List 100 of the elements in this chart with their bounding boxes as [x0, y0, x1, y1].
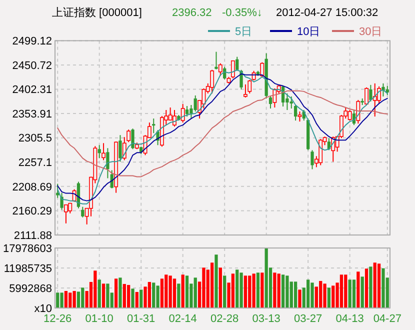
bar — [131, 288, 134, 308]
bar — [332, 286, 335, 308]
candlestick — [240, 69, 243, 90]
bar — [60, 292, 64, 308]
bar — [214, 254, 218, 308]
candlestick — [102, 142, 106, 161]
legend-label: 5日 — [235, 26, 252, 38]
y-tick-label: 2450.72 — [12, 60, 52, 72]
candlestick — [81, 206, 84, 218]
candlestick — [131, 128, 134, 150]
bar — [348, 280, 352, 308]
candlestick — [64, 204, 68, 224]
bar — [210, 262, 214, 308]
bar — [323, 284, 326, 308]
bar — [64, 290, 68, 308]
bar — [256, 272, 260, 308]
candlestick — [214, 51, 218, 70]
y-tick-label: 2111.88 — [14, 230, 52, 242]
bar — [106, 284, 110, 308]
bar — [98, 280, 101, 308]
bar — [68, 292, 72, 308]
x-tick-label: 02-28 — [210, 313, 239, 325]
candlestick — [180, 103, 185, 124]
y-tick-label: 2305.5 — [18, 132, 52, 145]
bar — [81, 288, 84, 308]
bar — [277, 274, 280, 308]
bar — [164, 274, 168, 308]
chart-title: 上证指数 [000001] — [52, 6, 142, 19]
bar — [114, 278, 118, 308]
bar — [118, 278, 122, 308]
bar — [364, 268, 368, 308]
candlestick — [210, 69, 214, 94]
bar — [377, 264, 381, 308]
bar — [369, 266, 372, 308]
legend-label: 30日 — [359, 26, 382, 38]
bar — [248, 276, 252, 308]
bar — [244, 276, 248, 308]
bar — [177, 284, 180, 308]
bar — [172, 278, 176, 308]
legend-label: 10日 — [297, 26, 320, 38]
candlestick — [348, 110, 352, 122]
candlestick — [60, 192, 64, 210]
bar — [319, 280, 322, 308]
bar — [194, 278, 197, 308]
candlestick — [248, 79, 252, 94]
bar — [94, 270, 97, 308]
bar — [344, 274, 348, 308]
bar — [373, 262, 376, 308]
bar — [218, 268, 222, 308]
bar — [298, 290, 302, 308]
bar — [185, 276, 189, 308]
bar — [356, 272, 360, 308]
bar — [160, 278, 164, 308]
bar — [310, 282, 314, 308]
bar — [127, 284, 130, 308]
candlestick — [202, 88, 206, 109]
bar — [152, 282, 156, 308]
candlestick — [386, 85, 389, 96]
candlestick — [218, 62, 222, 76]
candlestick — [243, 84, 248, 98]
candlestick — [310, 150, 314, 170]
candlestick — [369, 84, 372, 102]
candlestick — [364, 86, 368, 106]
bar — [327, 288, 331, 308]
bar — [56, 292, 60, 308]
y-tick-label: 2208.69 — [12, 181, 52, 194]
x-tick-label: 01-10 — [85, 313, 114, 325]
text: 2396.32 — [172, 7, 212, 19]
x-tick-label: 04-27 — [373, 313, 402, 325]
x-tick-label: 03-13 — [252, 313, 280, 325]
candlestick — [110, 170, 114, 189]
bar — [181, 274, 184, 308]
bar — [122, 284, 126, 308]
y-tick-label: 5992868 — [9, 282, 52, 295]
bar — [76, 292, 80, 308]
candlestick — [56, 183, 60, 198]
bar — [236, 270, 239, 308]
candlestick — [236, 56, 239, 72]
y-tick-label: 2353.91 — [12, 108, 52, 120]
bar — [273, 272, 276, 308]
bar — [240, 272, 243, 308]
bar — [223, 276, 226, 308]
bar — [231, 274, 234, 308]
y-tick-label: 2499.12 — [12, 36, 52, 48]
x-tick-label: 12-26 — [44, 313, 72, 325]
candlestick — [185, 105, 189, 118]
bar — [102, 284, 106, 308]
y-tick-label: 2402.31 — [12, 84, 52, 96]
bar — [202, 268, 206, 308]
text: -0.35%↓ — [222, 7, 262, 19]
bar — [140, 290, 143, 308]
x-tick-label: 02-14 — [168, 313, 197, 325]
candlestick — [152, 118, 156, 134]
bar — [252, 274, 256, 308]
bar — [286, 276, 289, 308]
y-tick-label: 2257.1 — [18, 156, 52, 169]
bar — [281, 274, 285, 308]
candlestick — [106, 148, 110, 179]
candlestick — [290, 96, 293, 109]
bar — [148, 282, 152, 308]
